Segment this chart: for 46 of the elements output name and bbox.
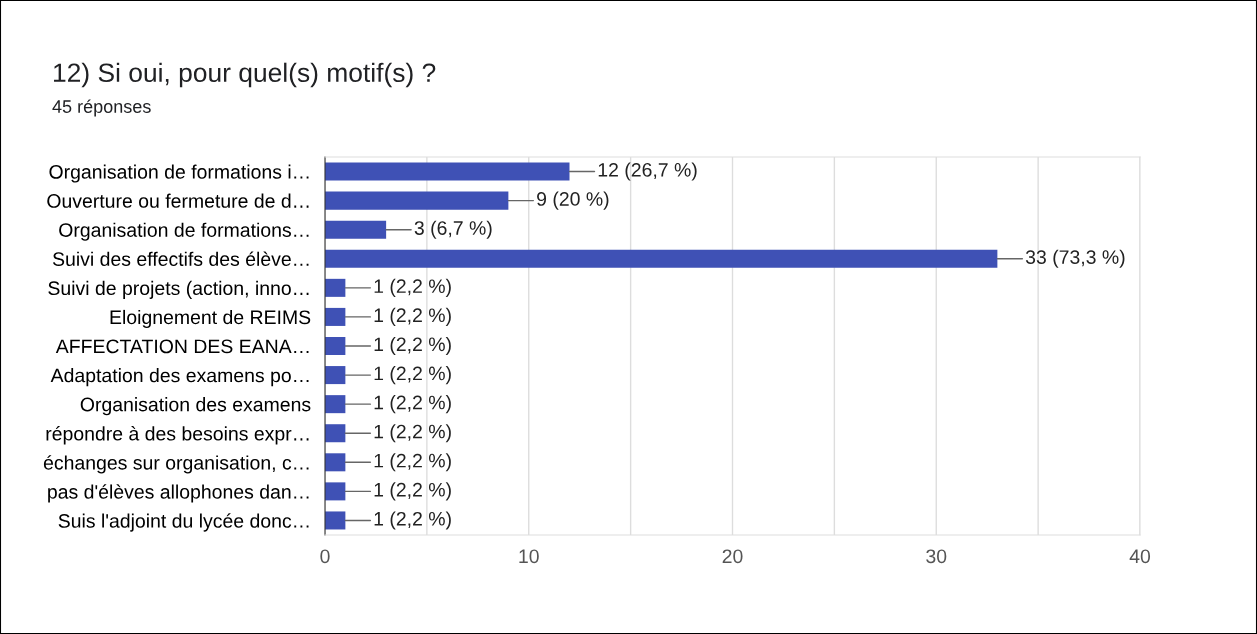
y-tick-label: Organisation de formations i… (49, 164, 309, 183)
bar (325, 278, 346, 297)
y-tick-label: Suivi de projets (action, inno… (48, 280, 309, 299)
bar (325, 453, 346, 472)
data-label: 1 (2,2 %) (374, 482, 451, 501)
y-tick-label: AFFECTATION DES EANA… (55, 339, 309, 354)
data-label: 1 (2,2 %) (374, 511, 451, 530)
y-tick-label: Ouverture ou fermeture de d… (47, 193, 309, 208)
y-tick-label: Organisation des examens (80, 397, 311, 416)
chart-title: 12) Si oui, pour quel(s) motif(s) ? (54, 62, 436, 88)
data-label: 1 (2,2 %) (374, 366, 451, 385)
bar (325, 249, 998, 268)
text: 45 réponses (52, 99, 151, 117)
bar (325, 395, 346, 414)
x-tick-label: 40 (1129, 549, 1151, 564)
y-tick-label: Organisation de formations… (59, 222, 309, 241)
bar (325, 191, 509, 210)
y-tick-label: Suivi des effectifs des élève… (52, 251, 309, 267)
data-label: 3 (6,7 %) (414, 220, 492, 239)
x-tick-label: 30 (926, 549, 947, 564)
x-tick-label: 0 (320, 549, 330, 564)
data-label: 12 (26,7 %) (598, 162, 697, 181)
y-tick-label: répondre à des besoins expr… (46, 426, 309, 445)
bar (325, 482, 346, 501)
bar (325, 307, 346, 326)
y-tick-label: Adaptation des examens po… (50, 368, 309, 387)
x-tick-label: 10 (519, 549, 539, 564)
bar (325, 511, 346, 530)
data-label: 33 (73,3 %) (1025, 249, 1125, 268)
y-tick-label: Eloignement de REIMS (110, 309, 311, 328)
y-tick-label: Suis l'adjoint du lycée donc… (58, 513, 309, 532)
data-label: 1 (2,2 %) (374, 307, 451, 326)
data-label: 1 (2,2 %) (374, 278, 451, 297)
bar (325, 424, 346, 443)
bar (325, 162, 570, 181)
bar (325, 366, 346, 385)
bar (325, 220, 387, 239)
data-label: 9 (20 %) (537, 191, 609, 210)
bar (325, 336, 346, 356)
data-label: 1 (2,2 %) (374, 395, 451, 414)
data-label: 1 (2,2 %) (374, 336, 451, 356)
y-tick-label: échanges sur organisation, c… (43, 455, 309, 474)
y-tick-label: pas d'élèves allophones dan… (48, 484, 309, 503)
x-tick-label: 20 (722, 549, 743, 564)
data-label: 1 (2,2 %) (374, 453, 451, 472)
data-label: 1 (2,2 %) (374, 424, 451, 443)
